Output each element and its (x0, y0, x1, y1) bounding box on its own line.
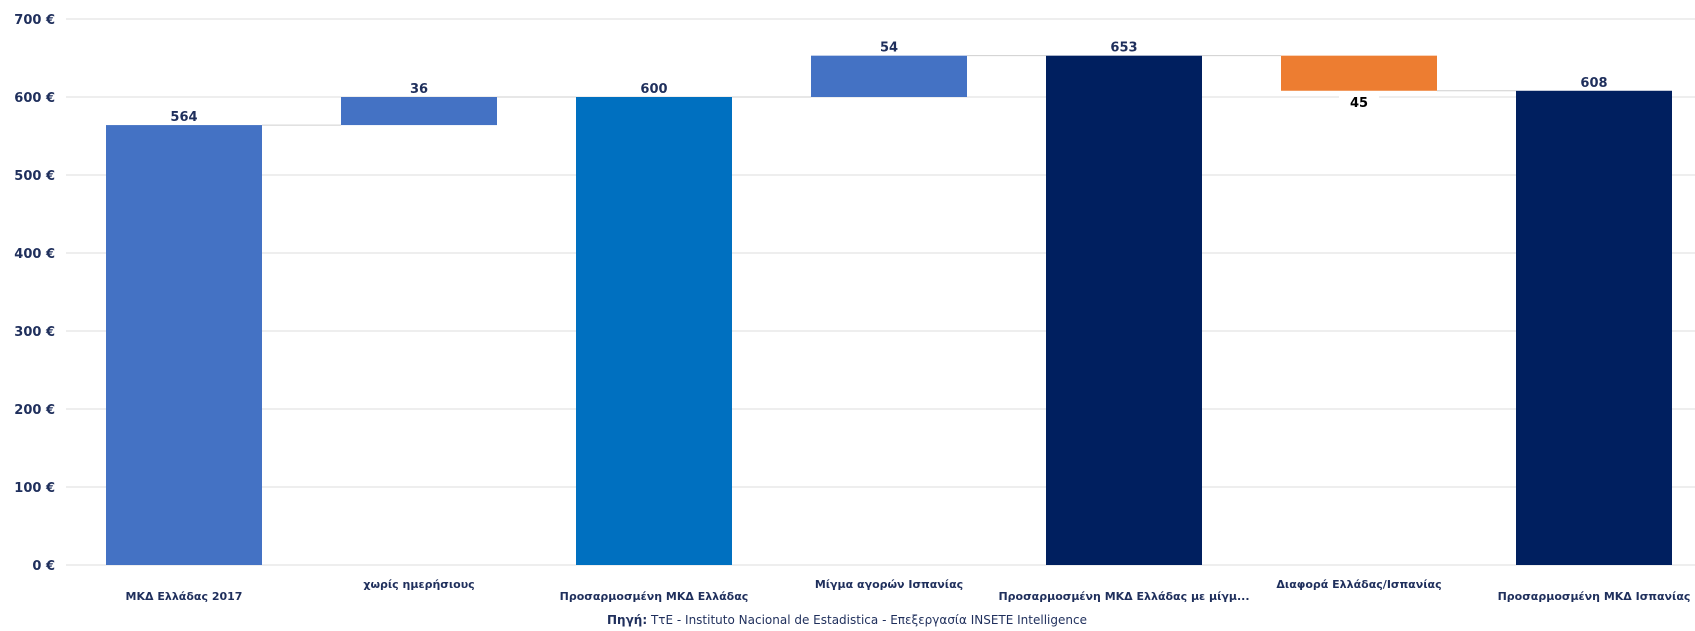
y-tick-label: 400 € (14, 247, 55, 262)
x-axis-category-labels: ΜΚΔ Ελλάδας 2017 χωρίς ημερήσιους Προσαρμο… (126, 578, 1691, 603)
source-note: Πηγή: ΤτΕ - Instituto Nacional de Estadi… (607, 613, 1087, 627)
y-tick-label: 200 € (14, 403, 55, 418)
data-label: 45 (1350, 96, 1368, 111)
bar-total (1516, 90, 1672, 565)
x-category-label: Μίγμα αγορών Ισπανίας (815, 578, 963, 591)
data-labels: 564 36 600 54 653 45 608 (170, 41, 1607, 125)
y-axis-tick-labels: 0 € 100 € 200 € 300 € 400 € 500 € 600 € 700 € (14, 13, 55, 574)
bar-total (576, 97, 732, 565)
y-tick-label: 100 € (14, 481, 55, 496)
x-category-label: Προσαρμοσμένη ΜΚΔ Ισπανίας (1498, 590, 1691, 603)
data-label-background (1339, 93, 1379, 110)
bar-total (1046, 55, 1202, 565)
data-label: 564 (170, 110, 197, 125)
x-category-label: Διαφορά Ελλάδας/Ισπανίας (1276, 578, 1441, 591)
bar-increase (811, 55, 967, 97)
x-category-label: Προσαρμοσμένη ΜΚΔ Ελλάδας (560, 590, 749, 603)
y-tick-label: 300 € (14, 325, 55, 340)
source-text: ΤτΕ - Instituto Nacional de Estadistica … (647, 613, 1087, 627)
data-label: 608 (1580, 76, 1607, 91)
source-prefix: Πηγή: (607, 613, 647, 627)
grid-lines (66, 18, 1695, 566)
data-label: 600 (640, 82, 667, 97)
y-tick-label: 500 € (14, 169, 55, 184)
y-tick-label: 600 € (14, 91, 55, 106)
y-tick-label: 700 € (14, 13, 55, 28)
data-label: 54 (880, 41, 898, 56)
x-category-label: Προσαρμοσμένη ΜΚΔ Ελλάδας με μίγμ... (998, 590, 1249, 603)
bar-increase (341, 97, 497, 126)
connector-lines (262, 55, 1516, 126)
bar-total (106, 125, 262, 565)
data-label: 36 (410, 82, 428, 97)
x-category-label: ΜΚΔ Ελλάδας 2017 (126, 590, 243, 603)
bars (106, 55, 1672, 565)
x-category-label: χωρίς ημερήσιους (363, 578, 474, 591)
y-tick-label: 0 € (32, 559, 55, 574)
data-label: 653 (1110, 41, 1137, 56)
bar-decrease (1281, 55, 1437, 91)
